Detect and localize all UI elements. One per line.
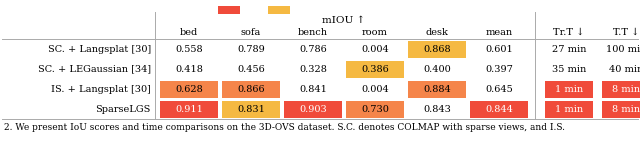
Text: 0.645: 0.645 — [485, 85, 513, 94]
Text: 35 min: 35 min — [552, 65, 586, 74]
Text: SC. + LEGaussian [34]: SC. + LEGaussian [34] — [38, 65, 151, 74]
Text: 100 min: 100 min — [606, 44, 640, 53]
Text: 0.868: 0.868 — [423, 44, 451, 53]
Text: bed: bed — [180, 28, 198, 37]
Text: 0.831: 0.831 — [237, 104, 265, 114]
Text: 0.841: 0.841 — [299, 85, 327, 94]
Bar — [545, 80, 593, 98]
Text: mean: mean — [485, 28, 513, 37]
Bar — [602, 100, 640, 118]
Text: 1 min: 1 min — [555, 104, 583, 114]
Text: IS. + Langsplat [30]: IS. + Langsplat [30] — [51, 85, 151, 94]
Text: sofa: sofa — [241, 28, 261, 37]
Text: 0.786: 0.786 — [299, 44, 327, 53]
Text: desk: desk — [426, 28, 449, 37]
Text: bench: bench — [298, 28, 328, 37]
Bar — [602, 80, 640, 98]
Bar — [470, 100, 528, 118]
Text: 2. We present IoU scores and time comparisons on the 3D-OVS dataset. S.C. denote: 2. We present IoU scores and time compar… — [4, 123, 565, 133]
Text: room: room — [362, 28, 388, 37]
Text: 0.386: 0.386 — [361, 65, 389, 74]
Text: 0.004: 0.004 — [361, 44, 389, 53]
Text: T.T ↓: T.T ↓ — [613, 28, 639, 37]
Text: 27 min: 27 min — [552, 44, 586, 53]
Bar — [284, 100, 342, 118]
Text: SparseLGS: SparseLGS — [95, 104, 151, 114]
Bar — [222, 100, 280, 118]
Text: 40 min: 40 min — [609, 65, 640, 74]
Text: 8 min: 8 min — [612, 104, 640, 114]
Text: 0.884: 0.884 — [423, 85, 451, 94]
Text: 0.903: 0.903 — [299, 104, 327, 114]
Bar — [218, 6, 240, 14]
Bar — [222, 80, 280, 98]
Text: 0.004: 0.004 — [361, 85, 389, 94]
Bar — [268, 6, 290, 14]
Text: 0.601: 0.601 — [485, 44, 513, 53]
Text: mIOU ↑: mIOU ↑ — [323, 15, 365, 24]
Text: Tr.T ↓: Tr.T ↓ — [554, 28, 584, 37]
Bar — [346, 61, 404, 77]
Text: 0.789: 0.789 — [237, 44, 265, 53]
Bar — [160, 80, 218, 98]
Text: 0.628: 0.628 — [175, 85, 203, 94]
Bar — [408, 80, 466, 98]
Bar — [545, 100, 593, 118]
Text: 0.844: 0.844 — [485, 104, 513, 114]
Text: 1 min: 1 min — [555, 85, 583, 94]
Text: 0.730: 0.730 — [361, 104, 389, 114]
Bar — [408, 41, 466, 57]
Text: 0.397: 0.397 — [485, 65, 513, 74]
Text: 0.843: 0.843 — [423, 104, 451, 114]
Text: 0.456: 0.456 — [237, 65, 265, 74]
Text: 0.558: 0.558 — [175, 44, 203, 53]
Text: 0.911: 0.911 — [175, 104, 203, 114]
Bar — [346, 100, 404, 118]
Text: SC. + Langsplat [30]: SC. + Langsplat [30] — [48, 44, 151, 53]
Bar — [160, 100, 218, 118]
Text: 8 min: 8 min — [612, 85, 640, 94]
Text: 0.400: 0.400 — [423, 65, 451, 74]
Text: 0.328: 0.328 — [299, 65, 327, 74]
Text: 0.418: 0.418 — [175, 65, 203, 74]
Text: 0.866: 0.866 — [237, 85, 265, 94]
